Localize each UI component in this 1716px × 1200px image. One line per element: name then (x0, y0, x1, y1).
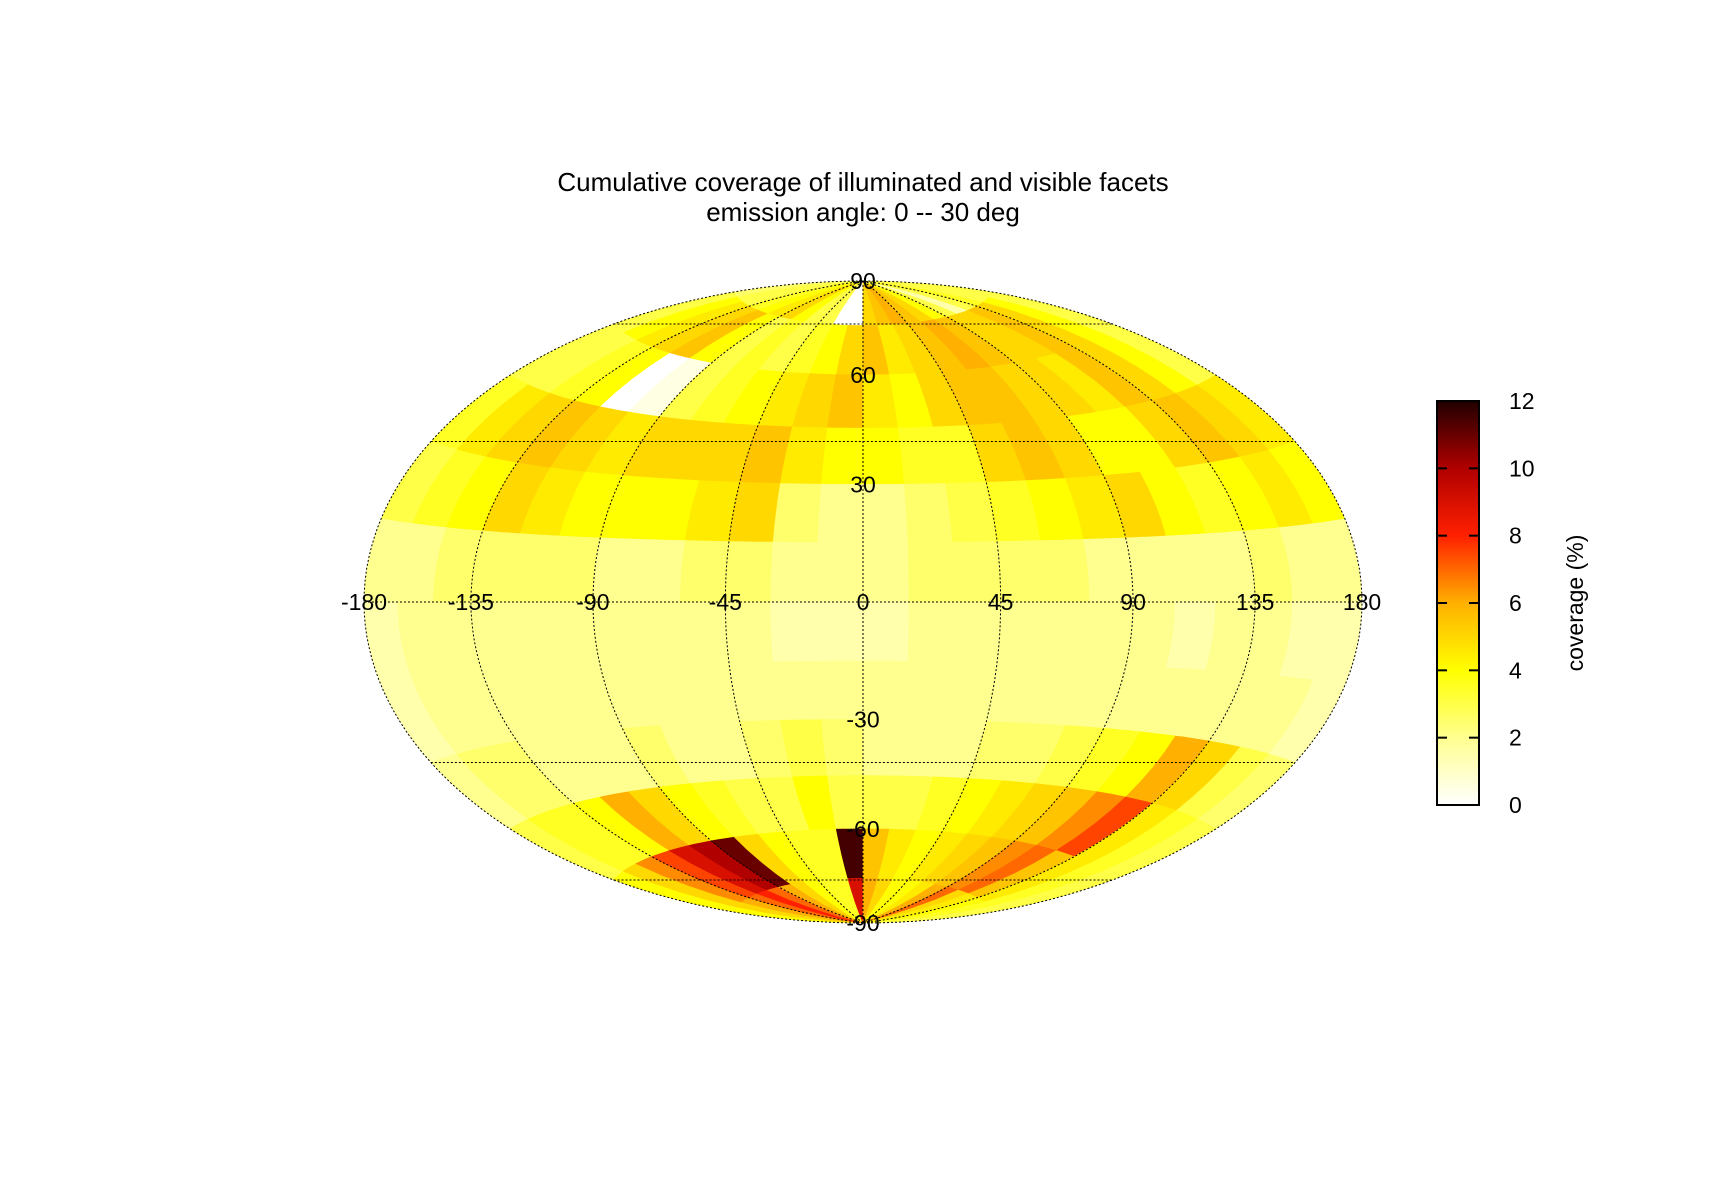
chart-subtitle: emission angle: 0 -- 30 deg (706, 197, 1020, 227)
heatmap-cell (635, 601, 686, 665)
latitude-tick-label: 60 (850, 362, 876, 388)
longitude-tick-label: -135 (448, 589, 494, 615)
longitude-tick-label: -90 (576, 589, 609, 615)
longitude-tick-label: -45 (709, 589, 742, 615)
longitude-tick-label: 45 (988, 589, 1014, 615)
heatmap-cell (903, 483, 954, 543)
longitude-tick-label: 0 (857, 589, 870, 615)
colorbar-tick-label: 8 (1509, 523, 1522, 549)
heatmap-cell (635, 539, 686, 603)
graticule (363, 280, 1363, 924)
heatmap-cell (1040, 601, 1091, 665)
latitude-tick-label: -90 (846, 910, 879, 936)
heatmap-cells (364, 281, 1362, 923)
colorbar-tick-label: 2 (1509, 725, 1522, 751)
heatmap-cell (862, 542, 910, 603)
heatmap-cell (1312, 518, 1362, 603)
meridian-line (862, 280, 1363, 924)
colorbar-tick-label: 12 (1509, 388, 1535, 414)
heatmap-cell (772, 661, 823, 721)
heatmap-cell (907, 601, 956, 663)
colorbar-label: coverage (%) (1562, 535, 1588, 672)
heatmap-cell (770, 601, 819, 663)
colorbar: 0 2 4 6 8 10 12 coverage (%) (1436, 388, 1588, 818)
colorbar-ticks: 0 2 4 6 8 10 12 (1437, 388, 1535, 818)
longitude-tick-label: -180 (341, 589, 387, 615)
colorbar-tick-label: 4 (1509, 657, 1522, 683)
chart-title: Cumulative coverage of illuminated and v… (557, 167, 1168, 197)
latitude-tick-label: -30 (846, 707, 879, 733)
latitude-tick-label: 90 (850, 268, 876, 294)
latitude-tick-label: 30 (850, 472, 876, 498)
longitude-tick-label: 180 (1343, 589, 1381, 615)
colorbar-tick-label: 0 (1509, 792, 1522, 818)
heatmap-cell (907, 541, 956, 603)
colorbar-tick-label: 10 (1509, 455, 1535, 481)
tick-labels: -180 -135 -90 -45 0 45 90 135 180 90 60 30 -30 -60 -90 (341, 268, 1381, 936)
latitude-tick-label: -60 (846, 816, 879, 842)
longitude-tick-label: 135 (1236, 589, 1274, 615)
heatmap-cell (1040, 539, 1091, 603)
heatmap-cell (770, 541, 819, 603)
heatmap-cell (772, 483, 823, 543)
heatmap-cell (903, 661, 954, 721)
longitude-tick-label: 90 (1120, 589, 1146, 615)
heatmap-cell (862, 601, 910, 662)
colorbar-tick-label: 6 (1509, 590, 1522, 616)
